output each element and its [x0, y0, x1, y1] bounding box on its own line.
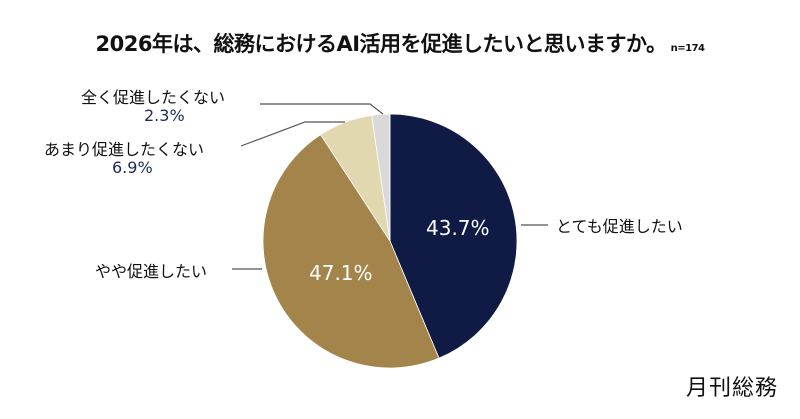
slice-label-very-much: とても促進したい: [556, 217, 683, 236]
slice-value-not-at-all: 2.3%: [144, 106, 185, 125]
slice-very-much: [389, 113, 518, 359]
slice-value-somewhat: 47.1%: [309, 261, 373, 285]
brand-logo: 月刊総務: [685, 376, 778, 401]
slice-label-not-much: あまり促進したくない: [44, 140, 205, 159]
sample-size: n=174: [670, 43, 705, 54]
slice-label-not-at-all: 全く促進したくない: [81, 88, 226, 107]
leader-line-not-much: [240, 121, 345, 147]
leader-line-not-at-all: [260, 103, 384, 115]
chart-title: 2026年は、総務におけるAI活用を促進したいと思いますか。 n=174: [0, 28, 800, 58]
slice-not-at-all: [371, 113, 391, 242]
slice-label-somewhat: やや促進したい: [95, 262, 208, 281]
chart-title-text: 2026年は、総務におけるAI活用を促進したいと思いますか。: [95, 32, 668, 56]
slice-value-not-much: 6.9%: [112, 158, 153, 177]
slice-somewhat: [262, 134, 440, 369]
slice-value-very-much: 43.7%: [426, 216, 490, 240]
